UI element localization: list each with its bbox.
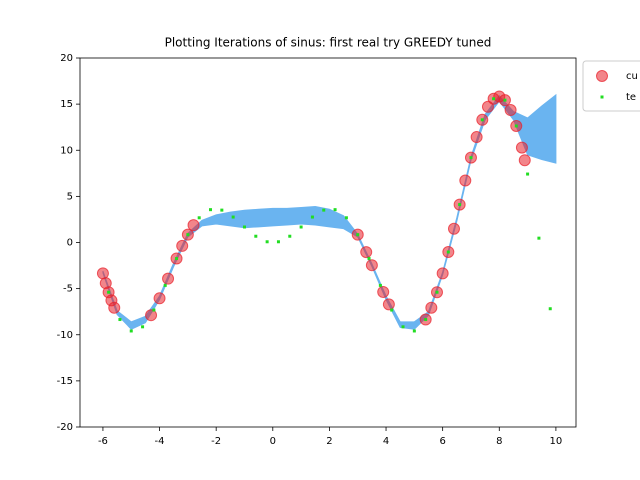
train-point: [459, 174, 472, 187]
test-point: [276, 240, 280, 244]
train-point: [518, 154, 531, 167]
test-point: [175, 257, 179, 261]
train-point: [153, 292, 166, 305]
test-point: [254, 234, 258, 238]
test-point: [288, 234, 292, 238]
test-point: [231, 215, 235, 219]
train-point: [187, 219, 200, 232]
y-tick-label: -20: [57, 422, 73, 433]
test-point: [242, 225, 246, 229]
y-tick-label: -15: [57, 376, 73, 387]
test-point: [220, 208, 224, 212]
test-point: [548, 307, 552, 311]
x-tick-label: -4: [155, 436, 165, 447]
legend-label: te: [626, 92, 636, 103]
train-point: [425, 301, 438, 314]
x-tick-label: 10: [550, 436, 563, 447]
x-tick-label: -6: [98, 436, 108, 447]
test-point: [412, 329, 416, 333]
train-point: [504, 104, 517, 117]
test-point: [310, 215, 314, 219]
x-tick-label: 2: [326, 436, 332, 447]
train-point: [382, 298, 395, 311]
y-tick-label: 0: [67, 238, 73, 249]
test-point: [265, 240, 269, 244]
test-point: [344, 216, 348, 220]
x-tick-label: -2: [211, 436, 221, 447]
train-point: [377, 285, 390, 298]
test-point: [514, 124, 518, 128]
x-tick-label: 8: [496, 436, 502, 447]
test-point: [333, 208, 337, 212]
test-point: [299, 225, 303, 229]
legend-box: [582, 60, 640, 112]
train-point: [470, 131, 483, 144]
test-point: [537, 236, 541, 240]
test-point: [469, 156, 473, 160]
train-point: [162, 272, 175, 285]
test-point: [107, 290, 111, 294]
legend-marker: [596, 70, 608, 82]
train-point: [481, 100, 494, 113]
test-point: [209, 208, 213, 212]
legend-marker: [600, 95, 604, 99]
x-tick-label: 0: [270, 436, 276, 447]
test-point: [152, 308, 156, 312]
train-point: [145, 309, 158, 322]
train-point: [96, 267, 109, 280]
test-point: [129, 329, 133, 333]
train-point: [360, 246, 373, 259]
test-point: [197, 216, 201, 220]
test-point: [458, 203, 462, 207]
y-tick-label: -5: [63, 284, 73, 295]
train-point: [365, 259, 378, 272]
test-point: [378, 283, 382, 287]
y-tick-label: 10: [60, 145, 73, 156]
train-point: [436, 267, 449, 280]
train-point: [447, 222, 460, 235]
y-tick-label: -10: [57, 330, 73, 341]
test-point: [322, 208, 326, 212]
x-tick-label: 4: [383, 436, 389, 447]
test-point: [435, 290, 439, 294]
y-tick-label: 20: [60, 53, 73, 64]
plot-frame: [79, 57, 577, 428]
y-tick-label: 5: [67, 191, 73, 202]
test-point: [492, 97, 496, 101]
test-point: [163, 283, 167, 287]
test-point: [367, 257, 371, 261]
train-point: [108, 301, 121, 314]
train-point: [515, 141, 528, 154]
train-point: [176, 239, 189, 252]
confidence-band: [102, 93, 557, 330]
test-point: [480, 118, 484, 122]
test-point: [503, 98, 507, 102]
y-tick-label: 15: [60, 99, 73, 110]
x-tick-label: 6: [439, 436, 445, 447]
test-point: [424, 318, 428, 322]
test-point: [186, 233, 190, 237]
test-point: [141, 325, 145, 329]
test-point: [390, 308, 394, 312]
test-point: [446, 250, 450, 254]
test-point: [118, 318, 122, 322]
test-point: [526, 172, 530, 176]
chart-title: Plotting Iterations of sinus: first real…: [165, 36, 492, 50]
legend-label: cu: [626, 71, 638, 82]
test-point: [401, 325, 405, 329]
test-point: [356, 233, 360, 237]
